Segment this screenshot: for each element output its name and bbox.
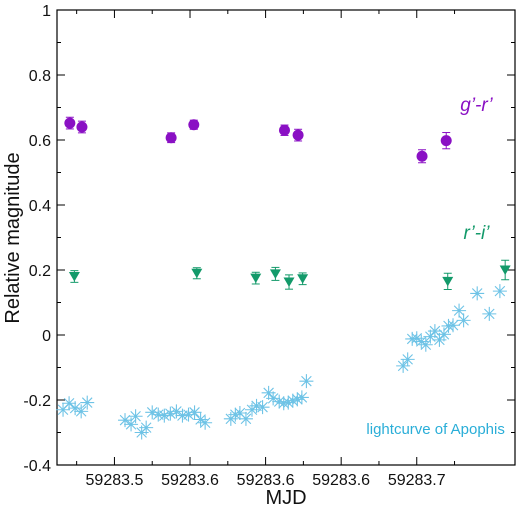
data-point — [187, 405, 202, 420]
data-point — [452, 303, 467, 318]
data-point — [74, 404, 89, 419]
data-point — [191, 268, 203, 279]
data-point — [416, 150, 428, 162]
data-point — [175, 408, 190, 423]
data-point — [297, 274, 309, 284]
data-point — [68, 272, 80, 282]
data-point — [250, 273, 262, 284]
plot-frame — [56, 9, 516, 466]
data-point — [299, 374, 314, 389]
data-point — [145, 405, 160, 420]
x-tick-label: 59283.6 — [161, 472, 219, 489]
data-point — [440, 135, 452, 147]
data-point — [198, 415, 213, 430]
y-tick-label: 0.8 — [29, 68, 51, 85]
data-point — [118, 413, 133, 428]
data-point — [281, 395, 296, 410]
y-tick-label: 1 — [42, 3, 51, 20]
data-point — [64, 117, 76, 129]
annotation-label: g’-r’ — [460, 95, 493, 116]
data-point — [232, 406, 247, 420]
data-point — [272, 394, 287, 409]
data-point — [124, 417, 139, 432]
data-point — [427, 324, 442, 339]
data-point — [181, 407, 196, 422]
data-point — [285, 393, 300, 408]
annotation-label: r’-i’ — [463, 223, 490, 244]
data-point — [283, 277, 295, 288]
data-point — [269, 269, 281, 279]
data-point — [409, 331, 424, 346]
data-point — [290, 392, 305, 407]
x-tick-label: 59283.6 — [312, 472, 370, 489]
data-point — [128, 409, 143, 424]
data-point — [193, 412, 208, 427]
data-point — [139, 420, 154, 435]
data-point — [446, 318, 461, 333]
data-point — [414, 334, 429, 349]
data-point — [442, 276, 454, 287]
data-point — [418, 337, 433, 352]
data-point — [68, 401, 83, 416]
x-tick-labels: 59283.5 59283.6 59283.6 59283.6 59283.7 — [86, 472, 446, 489]
data-point — [151, 407, 166, 422]
data-point — [278, 124, 290, 136]
y-tick-label: -0.4 — [23, 458, 51, 475]
data-point — [292, 129, 304, 141]
data-point — [157, 408, 172, 423]
data-point — [482, 306, 497, 321]
x-tick-label: 59283.6 — [237, 472, 295, 489]
data-point — [163, 406, 178, 421]
y-axis-label: Relative magnitude — [2, 152, 24, 323]
data-point — [80, 395, 95, 410]
data-point — [470, 286, 485, 301]
data-point — [405, 331, 420, 346]
data-point — [169, 404, 184, 419]
data-point — [294, 390, 309, 405]
data-point — [165, 132, 177, 144]
data-point — [436, 327, 451, 342]
ticks — [57, 9, 515, 466]
series-layer — [56, 116, 511, 440]
x-tick-label: 59283.7 — [388, 472, 446, 489]
data-point — [456, 313, 471, 328]
y-tick-label: 0.6 — [29, 133, 51, 150]
series-asterisk — [56, 284, 507, 440]
y-tick-label: 0.2 — [29, 263, 51, 280]
x-axis-label: MJD — [265, 487, 306, 509]
data-point — [396, 358, 411, 373]
data-point — [62, 396, 77, 411]
data-point — [266, 391, 281, 406]
annotations: g’-r’ r’-i’ lightcurve of Apophis — [366, 95, 504, 438]
y-tick-labels: -0.4 -0.2 0 0.2 0.4 0.6 0.8 1 — [23, 3, 51, 475]
data-point — [276, 396, 291, 411]
data-point — [238, 411, 253, 426]
data-point — [441, 318, 456, 333]
data-point — [56, 402, 71, 417]
data-point — [400, 352, 415, 367]
series-triangle-down — [68, 259, 511, 290]
annotation-label: lightcurve of Apophis — [366, 421, 504, 438]
y-tick-label: 0 — [42, 328, 51, 345]
data-point — [432, 332, 447, 347]
data-point — [188, 119, 200, 131]
data-point — [492, 284, 507, 299]
data-point — [255, 400, 270, 415]
data-point — [423, 329, 438, 344]
y-tick-label: -0.2 — [23, 393, 51, 410]
x-tick-label: 59283.5 — [86, 472, 144, 489]
series-circle — [64, 116, 452, 164]
data-point — [228, 407, 243, 422]
data-point — [76, 121, 88, 133]
data-point — [499, 265, 511, 275]
data-point — [261, 385, 276, 400]
y-tick-label: 0.4 — [29, 198, 51, 215]
data-point — [249, 398, 264, 413]
